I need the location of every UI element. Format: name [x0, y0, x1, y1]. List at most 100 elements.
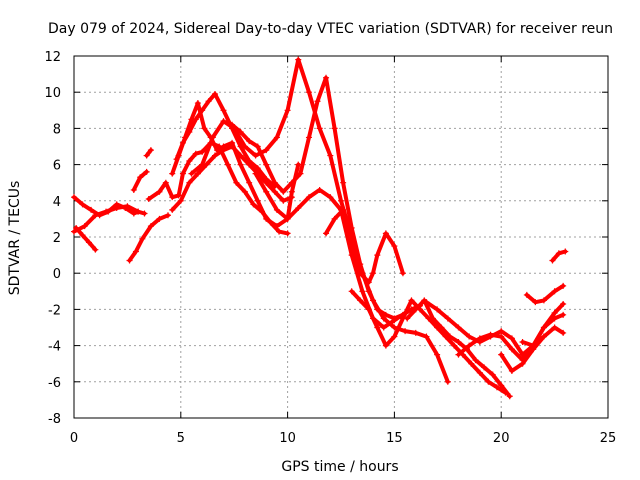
- data-point: [237, 152, 244, 159]
- data-point: [130, 186, 137, 193]
- data-point: [444, 378, 451, 385]
- data-point: [508, 335, 515, 342]
- data-point: [338, 197, 344, 204]
- y-tick-label: 12: [44, 50, 61, 65]
- data-point: [126, 257, 133, 264]
- data-point: [374, 252, 381, 259]
- data-point: [468, 360, 475, 367]
- y-tick-label: 8: [53, 122, 61, 137]
- series-track-12: [229, 74, 424, 322]
- data-point: [523, 291, 530, 298]
- data-point: [156, 215, 163, 222]
- data-point: [359, 288, 366, 295]
- data-point: [340, 179, 347, 186]
- data-point: [446, 333, 453, 340]
- data-point: [220, 118, 227, 125]
- series-line: [230, 75, 422, 321]
- data-point: [391, 317, 398, 324]
- data-point: [169, 194, 176, 201]
- data-point: [551, 288, 558, 295]
- data-point: [451, 342, 458, 349]
- data-point: [164, 212, 171, 219]
- data-point: [493, 384, 500, 391]
- data-point: [254, 165, 261, 172]
- data-point: [177, 197, 184, 204]
- data-point: [374, 306, 381, 313]
- data-point: [391, 324, 398, 331]
- series-track-22: [549, 248, 569, 264]
- data-point: [143, 152, 150, 159]
- data-point: [391, 243, 398, 250]
- data-point: [327, 152, 334, 159]
- data-point: [194, 170, 201, 177]
- data-point: [79, 201, 86, 208]
- data-point: [370, 270, 377, 277]
- x-tick-label: 20: [493, 431, 510, 446]
- y-tick-label: 10: [44, 86, 61, 101]
- data-point: [211, 91, 218, 98]
- data-point: [263, 179, 270, 186]
- data-point: [485, 378, 492, 385]
- data-point: [382, 311, 389, 318]
- data-point: [73, 224, 80, 231]
- series-track-2: [71, 203, 148, 235]
- data-point: [143, 168, 150, 175]
- data-point: [139, 235, 146, 242]
- data-point: [560, 282, 567, 289]
- data-point: [276, 228, 283, 235]
- data-point: [169, 206, 176, 213]
- data-point: [532, 299, 539, 306]
- series-line: [174, 92, 277, 189]
- data-point: [540, 324, 547, 331]
- series-track-15: [348, 288, 509, 396]
- data-point: [92, 246, 99, 253]
- data-point: [288, 179, 295, 186]
- data-point: [331, 125, 338, 132]
- data-point: [472, 357, 479, 364]
- data-point: [192, 116, 199, 123]
- series-line: [144, 148, 153, 158]
- series-track-11: [188, 56, 451, 385]
- data-point: [560, 329, 567, 336]
- data-point: [237, 129, 244, 136]
- data-point: [540, 333, 547, 340]
- axis-ticks: 0 5 10 15 20 25 -8 -6 -4 -2 0 2 4 6 8 10 12: [44, 50, 616, 446]
- data-point: [246, 138, 253, 145]
- data-point: [233, 179, 240, 186]
- data-point: [297, 170, 304, 177]
- data-point: [273, 134, 280, 141]
- data-point: [224, 161, 231, 168]
- y-tick-label: -8: [48, 412, 61, 427]
- data-point: [331, 215, 338, 222]
- data-point: [408, 297, 415, 304]
- data-point: [365, 306, 372, 313]
- y-tick-label: 0: [53, 267, 61, 282]
- data-point: [88, 206, 95, 213]
- data-point: [188, 170, 195, 177]
- data-point: [434, 351, 441, 358]
- data-point: [211, 152, 218, 159]
- data-point: [252, 170, 259, 177]
- data-point: [295, 161, 302, 168]
- series-track-3: [73, 224, 99, 253]
- data-point: [205, 98, 212, 105]
- data-point: [137, 174, 144, 181]
- data-point: [288, 188, 295, 195]
- data-point: [305, 89, 312, 96]
- data-point: [229, 143, 236, 150]
- data-point: [327, 194, 334, 201]
- data-point: [549, 257, 556, 264]
- data-point: [560, 300, 567, 307]
- data-point: [252, 152, 259, 159]
- data-point: [254, 197, 261, 204]
- data-point: [316, 125, 323, 132]
- data-point: [374, 324, 381, 331]
- data-point: [186, 157, 193, 164]
- data-point: [357, 297, 364, 304]
- series-track-10: [169, 143, 295, 213]
- data-point: [192, 150, 199, 157]
- data-point: [316, 186, 323, 193]
- data-point: [455, 351, 462, 358]
- x-tick-label: 25: [600, 431, 617, 446]
